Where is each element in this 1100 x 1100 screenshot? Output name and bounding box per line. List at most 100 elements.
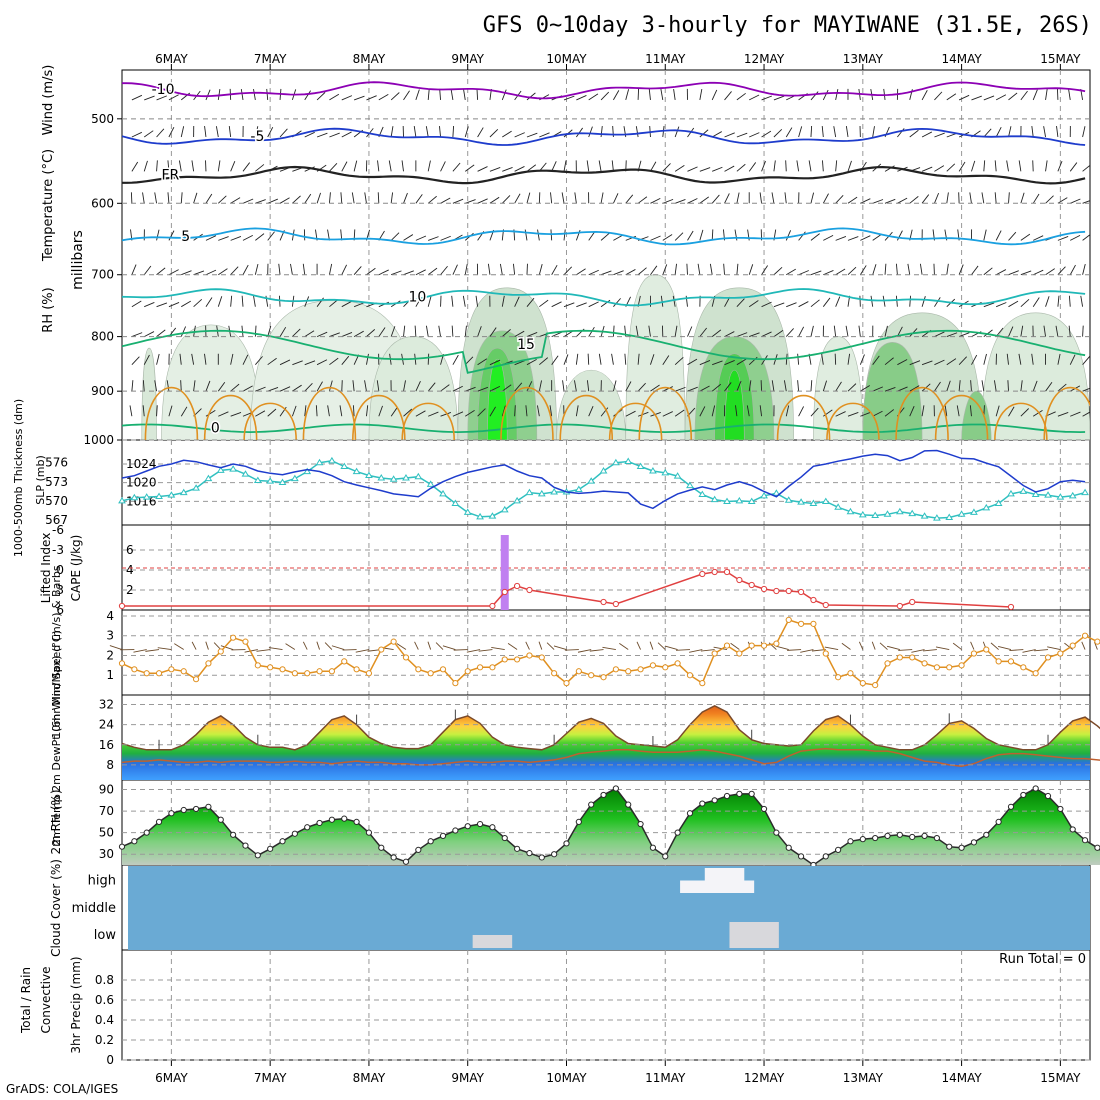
wind-barb: [413, 126, 417, 138]
wind-speed-marker: [242, 638, 249, 645]
rh-marker: [896, 831, 903, 838]
wind-speed-marker: [205, 660, 212, 667]
wind-axis-label: Wind (m/s): [41, 65, 56, 136]
wind-barb-10m: [775, 645, 789, 650]
wind-barb: [415, 89, 420, 101]
pressure-tick-label: 700: [91, 268, 114, 282]
wind-barb: [613, 234, 624, 241]
wind-barb: [267, 198, 279, 204]
y-tick-label: 3: [106, 629, 114, 643]
wind-barb: [625, 381, 632, 392]
thickness-marker: [698, 490, 707, 498]
wind-barb: [526, 192, 531, 204]
wind10m-axis-label: 10m Wind Speed (m/s) & Barbs: [50, 565, 63, 738]
thickness-marker: [1068, 491, 1077, 499]
wind-barb: [884, 263, 887, 275]
wind-barb-10m: [649, 641, 654, 650]
wind-barb: [1082, 263, 1086, 275]
wind-barb-10m: [316, 641, 320, 650]
wind-speed-marker: [439, 666, 447, 673]
wind-barb: [798, 126, 803, 138]
cloud-level-label: middle: [72, 901, 116, 916]
wind-barb: [131, 332, 143, 338]
surface-contour: [776, 394, 831, 440]
wind-barb: [539, 299, 549, 308]
wind-speed-marker: [674, 660, 681, 667]
wind-speed-marker: [155, 670, 163, 677]
wind-barb: [637, 382, 646, 392]
surface-contour: [1043, 386, 1090, 440]
wind-barb: [613, 90, 620, 101]
wind-barb: [1057, 353, 1061, 365]
wind-barb: [934, 297, 941, 307]
wind-barb: [1057, 197, 1068, 204]
wind-barb: [699, 229, 704, 241]
wind-speed-marker: [180, 668, 187, 675]
wind-barb: [798, 406, 805, 417]
wind-speed-marker: [131, 666, 138, 673]
surface-contour: [638, 386, 693, 440]
wind-barb: [179, 353, 182, 365]
lifted-index-marker: [773, 587, 780, 595]
wind-speed-marker: [402, 654, 410, 661]
precip-convective-label: Convective: [39, 967, 53, 1034]
lifted-index-marker: [489, 602, 496, 610]
slp-line: [121, 449, 1086, 510]
thickness-marker: [167, 491, 176, 498]
wind-barb: [341, 131, 352, 138]
contour-label: 0: [211, 420, 220, 436]
contour-label: -5: [250, 129, 264, 145]
wind-barb: [254, 325, 257, 337]
wind-barb: [463, 88, 466, 100]
wind-barb: [1080, 295, 1084, 307]
wind-barb: [835, 381, 842, 392]
wind-barb: [292, 195, 301, 204]
wind-barb: [452, 125, 455, 138]
wind-barb: [600, 270, 612, 276]
thickness-marker: [463, 508, 472, 515]
wind-barb: [477, 198, 488, 204]
wind-barb: [549, 405, 553, 417]
wind-barb: [315, 405, 318, 417]
wind-barb: [699, 167, 711, 172]
wind-barb-10m: [414, 641, 419, 650]
y-tick-label: 8: [106, 758, 114, 772]
wind-barb: [884, 198, 896, 204]
rh-marker: [378, 844, 385, 851]
wind-speed-marker: [575, 668, 582, 675]
wind-barb: [205, 193, 213, 204]
wind-barb: [748, 380, 752, 392]
wind-barb: [329, 132, 340, 138]
thickness-marker: [500, 505, 509, 513]
wind-barb: [514, 360, 526, 366]
wind-barb: [254, 263, 259, 275]
wind-barb: [711, 131, 722, 138]
wind-barb: [821, 160, 824, 172]
wind-barb: [934, 132, 945, 138]
wind-barb: [378, 93, 389, 101]
wind-barb: [1068, 325, 1071, 337]
wind-barb: [204, 353, 207, 365]
wind-barb: [1057, 383, 1067, 392]
wind-barb: [378, 327, 386, 337]
thickness-marker: [155, 492, 163, 499]
wind-barb: [526, 332, 538, 338]
thickness-marker: [661, 468, 670, 476]
wind-barb: [499, 263, 503, 275]
wind-barb: [1031, 353, 1034, 365]
wind-barb: [403, 298, 412, 308]
rh-marker: [1007, 803, 1015, 810]
wind-barb: [1008, 270, 1019, 276]
wind-barb: [1020, 90, 1028, 101]
wind-barb: [217, 160, 221, 172]
wind-barb: [771, 192, 775, 204]
wind-barb: [464, 126, 469, 138]
thickness-marker: [303, 467, 312, 475]
wind-barb: [563, 160, 567, 172]
wind-barb: [1020, 408, 1029, 417]
cloud-level-label: high: [88, 874, 116, 889]
wind-barb: [1057, 295, 1060, 307]
wind-barb: [388, 160, 392, 172]
wind-barb: [205, 235, 217, 241]
wind-barb: [759, 405, 763, 417]
